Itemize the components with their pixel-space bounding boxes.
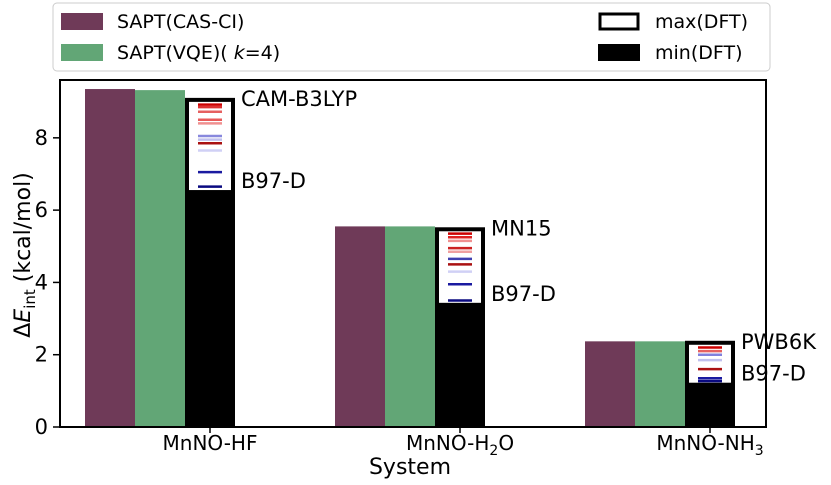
y-tick-label-6: 6	[35, 198, 48, 222]
legend-swatch-vqe	[61, 44, 103, 61]
bars-layer	[85, 89, 735, 427]
box-max-dft-0	[185, 97, 235, 195]
legend-label-vqe-k: k	[234, 42, 246, 64]
legend-label-min-dft: min(DFT)	[655, 42, 743, 64]
y-title-e: E	[11, 309, 36, 323]
bar-vqe-0	[135, 90, 185, 427]
y-title-sub: int	[21, 289, 39, 309]
bar-vqe-2	[635, 341, 685, 427]
x-axis: MnNO-HF MnNO-H2O MnNO-NH3	[163, 427, 764, 459]
bar-cas-ci-1	[335, 226, 385, 427]
annot-min-functional-2: B97-D	[741, 362, 806, 386]
x-tick-label-main-1: MnNO-H	[406, 431, 489, 455]
annot-max-functional-2: PWB6K	[741, 330, 817, 354]
annot-max-functional-1: MN15	[491, 216, 552, 240]
legend-swatch-cas	[61, 13, 103, 30]
x-tick-label-tail-1: O	[498, 431, 514, 455]
x-tick-label-2: MnNO-NH3	[656, 431, 763, 459]
y-axis-title: ΔEint (kcal/mol)	[11, 172, 39, 338]
y-title-delta: Δ	[11, 323, 36, 338]
legend-label-vqe-rest: =4)	[245, 42, 280, 64]
legend-swatch-min-dft	[598, 44, 640, 61]
legend-label-vqe-text: SAPT(VQE)(	[117, 42, 228, 64]
y-title-unit: (kcal/mol)	[11, 172, 36, 289]
y-tick-label-0: 0	[35, 415, 48, 439]
x-tick-label-main-2: MnNO-NH	[656, 431, 754, 455]
bar-cas-ci-0	[85, 89, 135, 427]
y-axis: 0 2 4 6 8	[35, 126, 60, 439]
legend-label-vqe: SAPT(VQE)( k=4)	[117, 42, 280, 64]
y-tick-label-4: 4	[35, 270, 48, 294]
legend: SAPT(CAS-CI) SAPT(VQE)( k=4) max(DFT) mi…	[52, 2, 771, 72]
y-tick-label-8: 8	[35, 126, 48, 150]
box-max-dft-2	[685, 340, 735, 387]
plot-frame	[59, 79, 767, 428]
annot-min-functional-0: B97-D	[241, 169, 306, 193]
y-tick-label-2: 2	[35, 343, 48, 367]
legend-swatch-max-dft	[598, 12, 640, 31]
x-tick-label-sub-2: 3	[755, 443, 764, 459]
annot-max-functional-0: CAM-B3LYP	[241, 87, 357, 111]
x-tick-label-0: MnNO-HF	[163, 431, 258, 455]
bar-min-dft-0	[185, 192, 235, 427]
legend-label-cas: SAPT(CAS-CI)	[117, 11, 244, 33]
x-tick-label-main-0: MnNO-HF	[163, 431, 258, 455]
bar-cas-ci-2	[585, 341, 635, 427]
bar-min-dft-2	[685, 384, 735, 427]
bar-vqe-1	[385, 226, 435, 427]
annot-min-functional-1: B97-D	[491, 282, 556, 306]
bar-min-dft-1	[435, 304, 485, 427]
x-tick-label-1: MnNO-H2O	[406, 431, 514, 459]
legend-frame	[52, 2, 771, 72]
x-tick-label-sub-1: 2	[489, 443, 498, 459]
x-axis-title: System	[369, 455, 451, 480]
annotations-layer: CAM-B3LYP B97-D MN15 B97-D PWB6K B97-D	[241, 87, 817, 386]
legend-label-max-dft: max(DFT)	[655, 11, 748, 33]
